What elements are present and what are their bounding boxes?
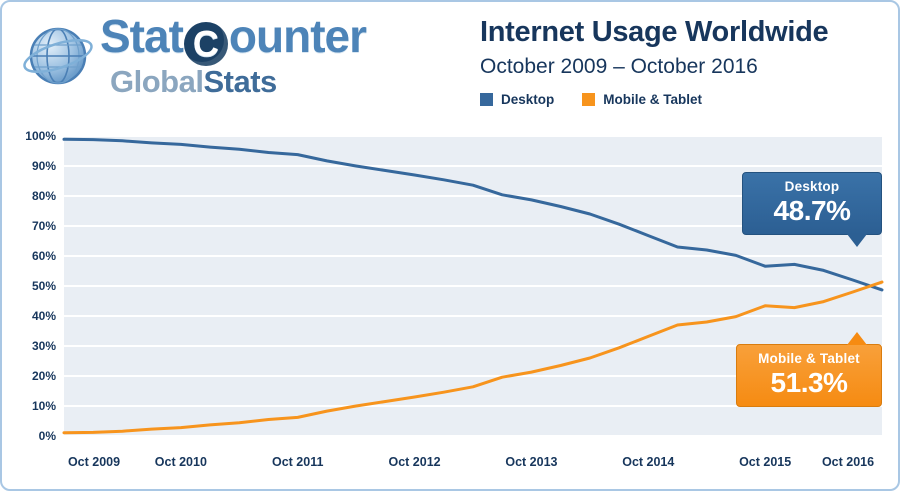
logo-globalstats: GlobalStats [100,66,366,98]
mobile-tablet-callout-value: 51.3% [770,367,848,398]
logo-ounter: ounter [228,10,367,62]
y-tick-label: 30% [32,339,56,353]
desktop-callout-pointer-icon [847,234,867,247]
y-tick-label: 0% [39,429,57,443]
y-tick-label: 60% [32,249,56,263]
legend-item-mobile-tablet: Mobile & Tablet [582,92,702,107]
logo-stat: Stat [100,10,184,62]
mobile-tablet-swatch-icon [582,93,596,106]
header-block: Internet Usage Worldwide October 2009 – … [480,16,886,107]
legend-label-desktop: Desktop [501,92,555,107]
logo-pie-c-icon: C [183,22,228,66]
desktop-callout: Desktop 48.7% [742,172,882,247]
y-tick-label: 70% [32,219,56,233]
desktop-callout-value: 48.7% [773,195,851,226]
mobile-tablet-line [62,280,884,435]
globe-icon [23,27,93,85]
y-tick-label: 40% [32,309,56,323]
legend: Desktop Mobile & Tablet [480,92,886,107]
x-tick-label: Oct 2016 [822,455,874,469]
y-tick-label: 100% [25,129,56,143]
logo-global: Global [110,64,204,99]
legend-label-mobile-tablet: Mobile & Tablet [603,92,703,107]
mobile-tablet-callout: Mobile & Tablet 51.3% [736,332,882,407]
legend-item-desktop: Desktop [480,92,554,107]
desktop-callout-label: Desktop [784,179,840,194]
x-tick-label: Oct 2011 [272,455,323,469]
x-tick-label: Oct 2012 [389,455,441,469]
x-tick-label: Oct 2010 [155,455,207,469]
mobile-tablet-callout-pointer-icon [847,332,867,345]
desktop-swatch-icon [480,93,493,106]
chart-subtitle: October 2009 – October 2016 [480,55,758,78]
desktop-line [62,137,884,292]
logo-stats: Stats [203,64,277,99]
mobile-tablet-callout-label: Mobile & Tablet [758,351,860,366]
x-tick-label: Oct 2014 [622,455,674,469]
y-tick-label: 90% [32,159,56,173]
y-tick-label: 20% [32,369,56,383]
x-tick-label: Oct 2015 [739,455,791,469]
chart-title: Internet Usage Worldwide [480,16,829,48]
y-tick-label: 10% [32,399,56,413]
x-tick-label: Oct 2009 [68,455,120,469]
y-tick-label: 50% [32,279,56,293]
x-tick-label: Oct 2013 [505,455,557,469]
y-tick-label: 80% [32,189,56,203]
